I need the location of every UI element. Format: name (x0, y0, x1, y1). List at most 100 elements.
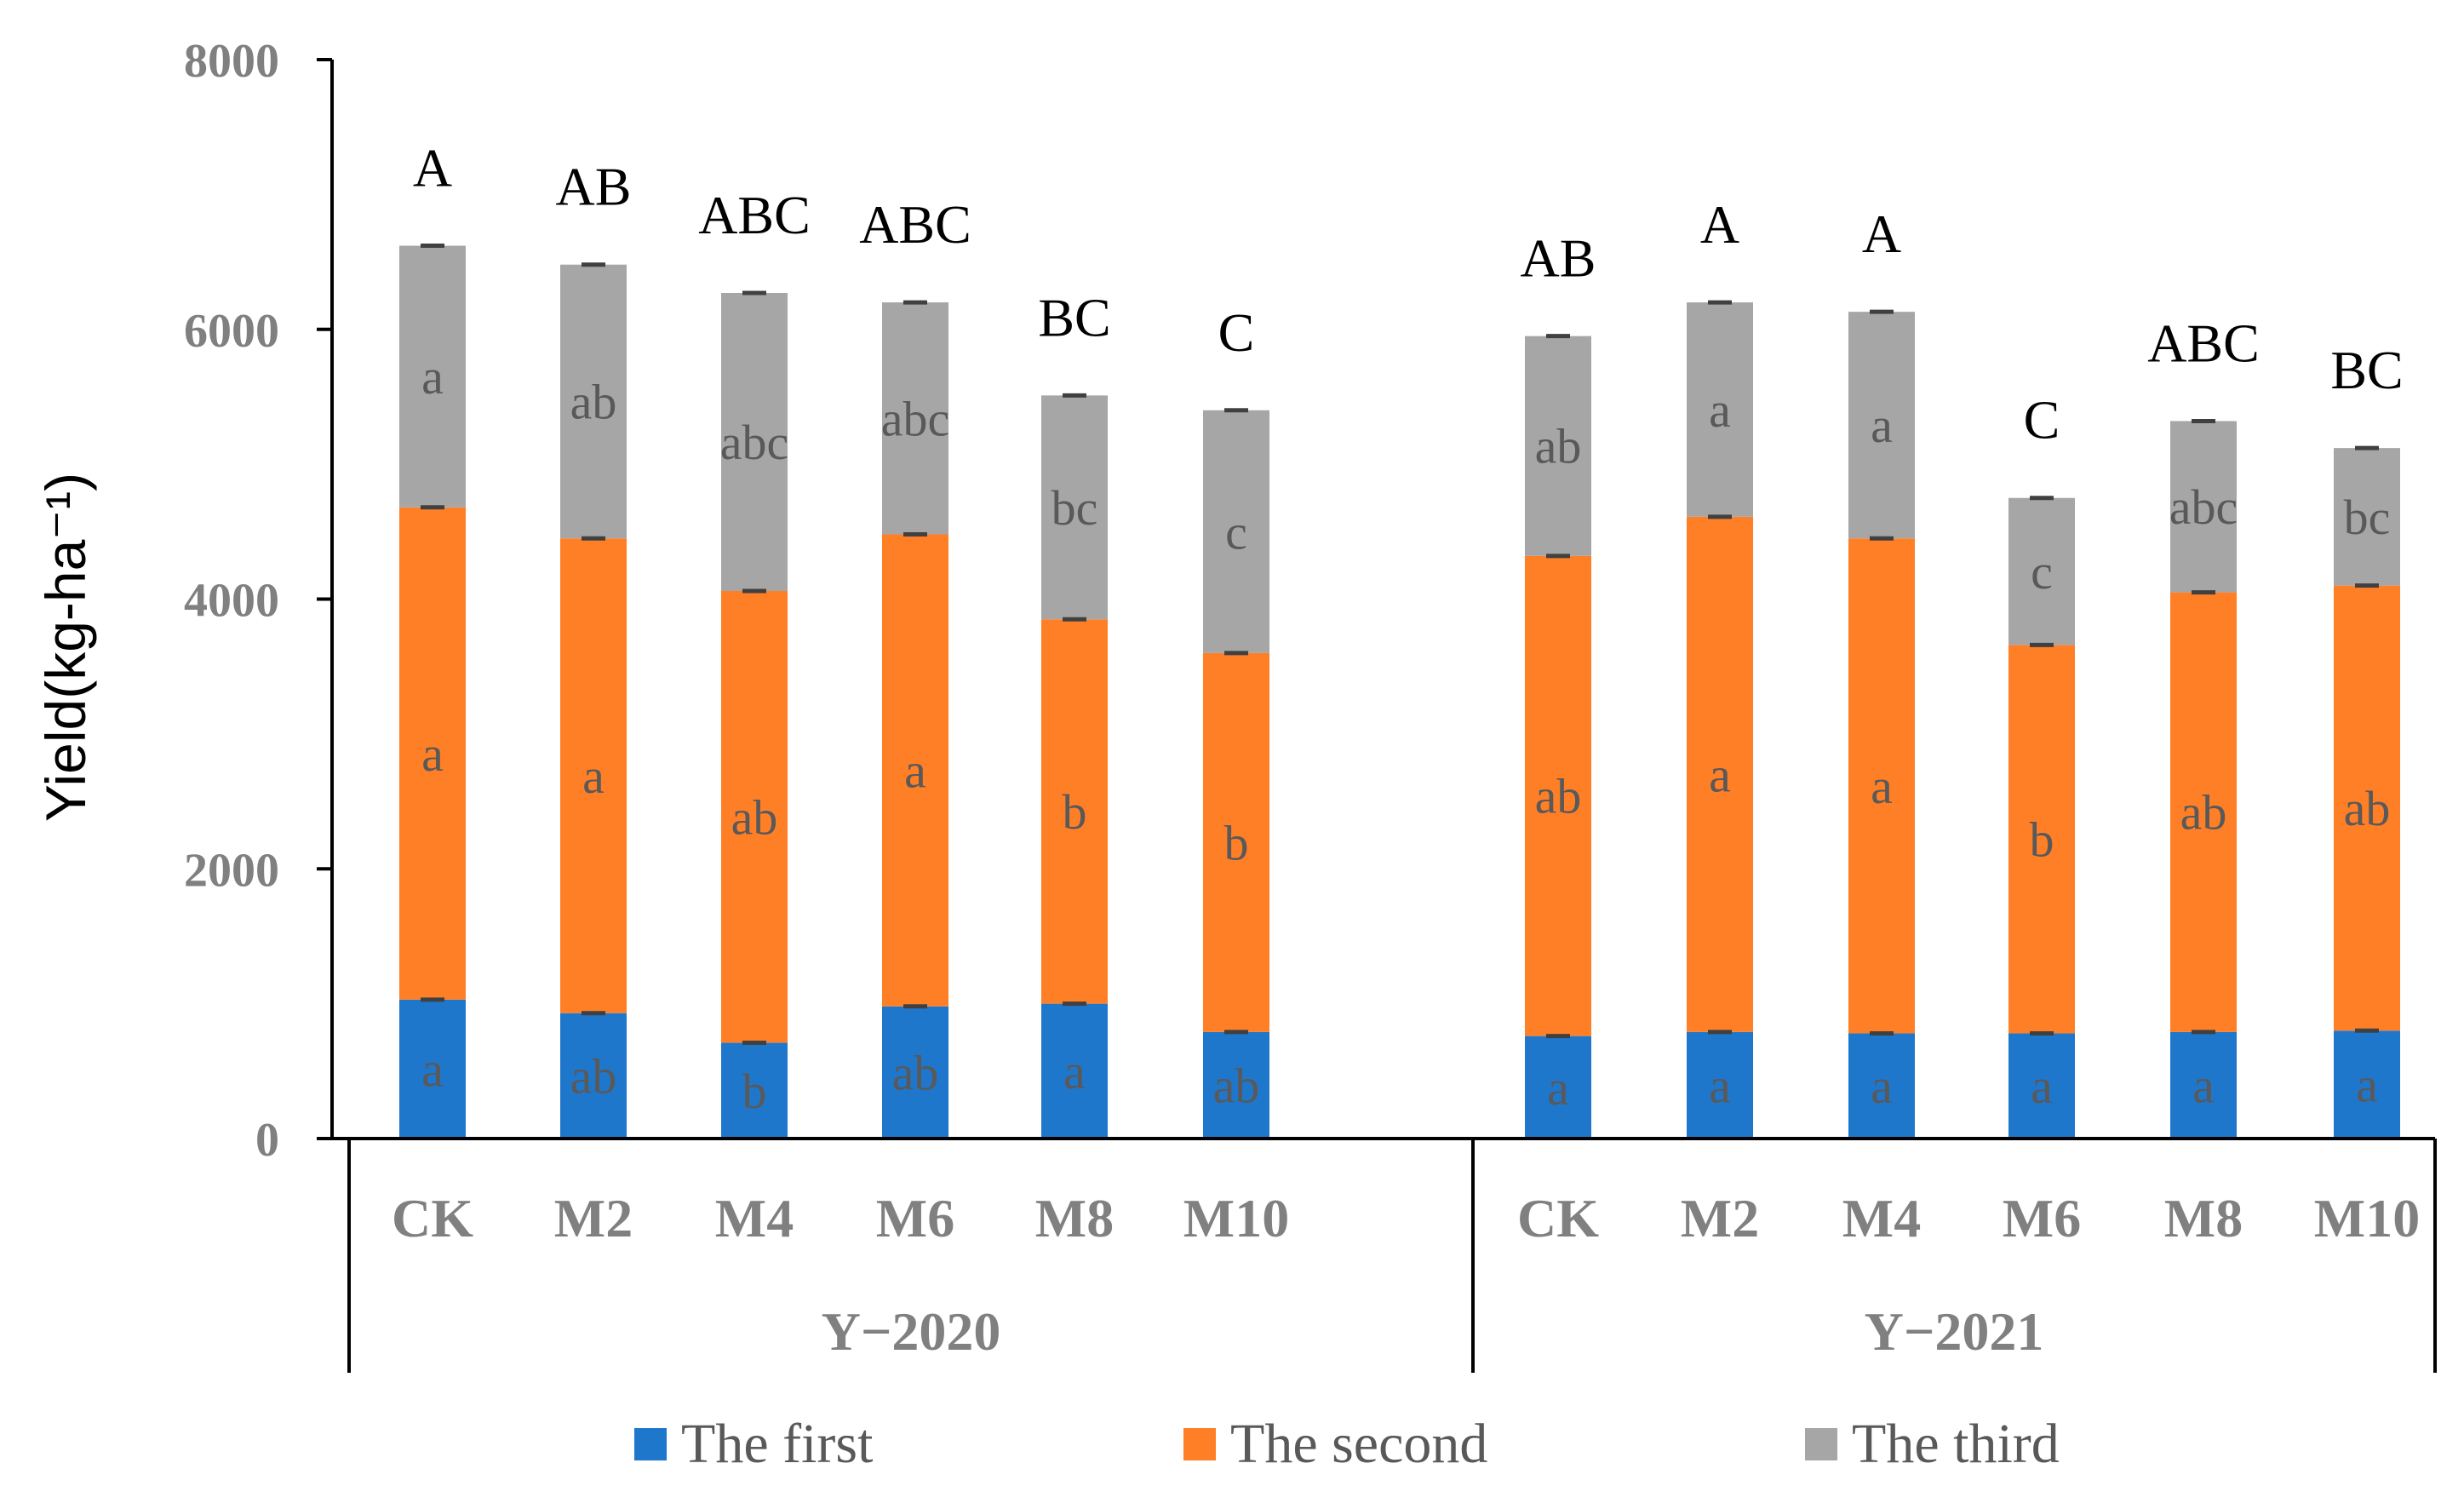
category-label-3: M4 (715, 1188, 794, 1248)
segment-letter-3-7: ab (1535, 419, 1582, 474)
bar-segment-1-7 (1525, 1036, 1591, 1139)
bar-segment-1-11 (2170, 1031, 2237, 1139)
group-label-1: Y−2020 (822, 1301, 1001, 1362)
segment-letter-2-9: a (1871, 759, 1893, 814)
segment-letter-3-8: a (1709, 382, 1731, 438)
total-letter-3: ABC (698, 185, 811, 245)
segment-letter-2-4: a (904, 743, 926, 799)
total-letter-9: A (1862, 204, 1901, 264)
bar-segment-1-2 (560, 1013, 627, 1139)
segment-letter-3-3: abc (720, 415, 789, 470)
segment-letter-2-8: a (1709, 747, 1731, 802)
legend-swatch-3 (1805, 1428, 1837, 1460)
segment-letter-2-2: a (582, 749, 605, 804)
bar-segment-2-11 (2170, 592, 2237, 1032)
legend-swatch-2 (1183, 1428, 1216, 1460)
legend-label-1: The first (681, 1413, 873, 1475)
y-axis-title: Yield(kg-ha⁻¹) (34, 473, 97, 822)
segment-letter-1-12: a (2356, 1058, 2378, 1113)
segment-letter-3-10: c (2031, 544, 2053, 600)
bar-segment-3-9 (1848, 312, 1915, 539)
category-label-5: M8 (1035, 1188, 1114, 1248)
bar-segment-1-8 (1687, 1031, 1753, 1139)
total-letter-7: AB (1521, 228, 1596, 289)
axes-layer: 0 2000 4000 6000 8000 CK M2 M4 M6 M8 M10 CK M2 M4 M6 M8… (34, 35, 2437, 1373)
category-label-2: M2 (554, 1188, 633, 1248)
bar-segment-2-7 (1525, 555, 1591, 1036)
bar-segment-2-5 (1041, 619, 1108, 1004)
bar-segment-1-3 (721, 1042, 788, 1139)
category-label-11: M8 (2164, 1188, 2243, 1248)
bar-segment-2-12 (2334, 585, 2400, 1031)
category-label-6: M10 (1183, 1188, 1289, 1248)
bar-segment-1-6 (1203, 1031, 1269, 1139)
total-letter-12: BC (2330, 340, 2403, 400)
legend-label-2: The second (1230, 1413, 1487, 1475)
segment-letter-3-4: abc (881, 391, 950, 446)
category-label-7: CK (1517, 1188, 1599, 1248)
segment-letter-2-11: ab (2180, 785, 2227, 841)
segment-letter-3-2: ab (570, 374, 617, 429)
segment-letter-1-7: a (1547, 1060, 1569, 1116)
y-tick-label-0: 0 (255, 1114, 279, 1167)
category-label-12: M10 (2314, 1188, 2420, 1248)
total-letter-2: AB (556, 157, 632, 217)
bar-segment-1-9 (1848, 1033, 1915, 1139)
category-label-4: M6 (876, 1188, 954, 1248)
bar-segment-2-3 (721, 590, 788, 1043)
bar-segment-2-8 (1687, 516, 1753, 1032)
legend: The first The second The third (634, 1413, 2060, 1475)
segment-letter-2-6: b (1224, 815, 1249, 870)
segment-letter-1-2: ab (570, 1048, 617, 1104)
group-label-2: Y−2021 (1865, 1301, 2044, 1362)
segment-letter-3-11: abc (2169, 479, 2238, 535)
bar-segment-3-10 (2008, 497, 2075, 645)
bar-segment-3-5 (1041, 395, 1108, 620)
bars-layer (399, 245, 2400, 1139)
y-tick-label-4000: 4000 (184, 575, 279, 628)
legend-swatch-1 (634, 1428, 667, 1460)
segment-letter-3-1: a (421, 349, 444, 405)
segment-letter-2-10: b (2030, 812, 2054, 867)
total-letter-6: C (1218, 302, 1255, 363)
category-label-10: M6 (2003, 1188, 2081, 1248)
bar-segment-3-6 (1203, 410, 1269, 653)
total-labels-layer: A AB ABC ABC BC C AB A A C ABC BC (413, 138, 2404, 450)
segment-letter-2-1: a (421, 726, 444, 782)
segment-letter-1-9: a (1871, 1059, 1893, 1114)
segment-letter-1-10: a (2031, 1059, 2053, 1114)
segment-letter-2-3: ab (731, 789, 778, 845)
category-label-8: M2 (1681, 1188, 1759, 1248)
segment-letter-2-12: ab (2344, 781, 2391, 836)
bar-segment-3-1 (399, 245, 466, 508)
bar-segment-2-4 (882, 534, 948, 1007)
segment-letter-1-11: a (2192, 1058, 2215, 1113)
bar-segment-3-4 (882, 302, 948, 535)
y-tick-label-2000: 2000 (184, 844, 279, 897)
segment-letter-3-5: bc (1051, 480, 1098, 536)
y-tick-label-6000: 6000 (184, 305, 279, 358)
bar-segment-2-2 (560, 538, 627, 1013)
bar-segment-1-10 (2008, 1033, 2075, 1139)
bar-segment-2-6 (1203, 652, 1269, 1032)
bar-segment-2-9 (1848, 538, 1915, 1034)
bar-segment-1-12 (2334, 1030, 2400, 1139)
error-bars-layer (421, 244, 2379, 1046)
bar-segment-3-11 (2170, 421, 2237, 593)
y-tick-label-8000: 8000 (184, 35, 279, 88)
total-letter-11: ABC (2147, 313, 2260, 373)
bar-segment-1-5 (1041, 1003, 1108, 1139)
segment-letter-2-7: ab (1535, 769, 1582, 824)
bar-segment-2-1 (399, 507, 466, 1000)
bar-segment-1-1 (399, 999, 466, 1139)
bar-segment-3-8 (1687, 302, 1753, 517)
bar-segment-3-7 (1525, 336, 1591, 556)
bar-segment-3-3 (721, 292, 788, 591)
total-letter-4: ABC (859, 194, 971, 255)
total-letter-1: A (413, 138, 452, 198)
segment-letter-3-12: bc (2344, 490, 2391, 545)
segment-labels-layer: aaaabaabbababcabaabcabbcabbcaababaaaaaaa… (421, 349, 2390, 1119)
segment-letter-1-1: a (421, 1041, 444, 1097)
segment-letter-2-5: b (1063, 784, 1087, 840)
